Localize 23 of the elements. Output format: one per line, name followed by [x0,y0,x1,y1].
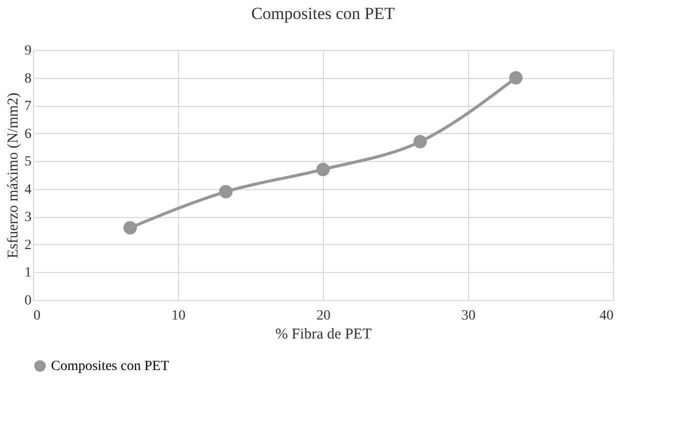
y-tick-label: 7 [24,99,32,114]
point [509,71,523,84]
y-tick-label: 8 [24,71,32,86]
point [413,134,427,148]
chart-title: Composites con PET [251,4,396,23]
y-tick-label: 0 [24,294,32,308]
y-tick-label: 9 [24,44,32,58]
y-tick-label: 4 [24,182,32,198]
y-tick-label: 3 [24,210,32,226]
point [316,162,330,176]
x-tick-label: 20 [316,308,330,324]
y-tick-label: 1 [24,266,32,281]
y-tick-label: 6 [24,126,32,142]
x-tick-label: 10 [172,308,186,324]
x-tick-label: 30 [462,308,476,324]
point [219,184,233,198]
y-axis-title: Esfuerzo máximo (N/mm2) [6,92,22,258]
legend-label: Composites con PET [51,359,170,374]
y-tick-label: 2 [24,238,32,253]
point [123,221,137,234]
x-axis-title: % Fibra de PET [275,326,372,342]
x-tick-label: 40 [600,308,614,324]
y-tick-label: 5 [24,154,32,170]
